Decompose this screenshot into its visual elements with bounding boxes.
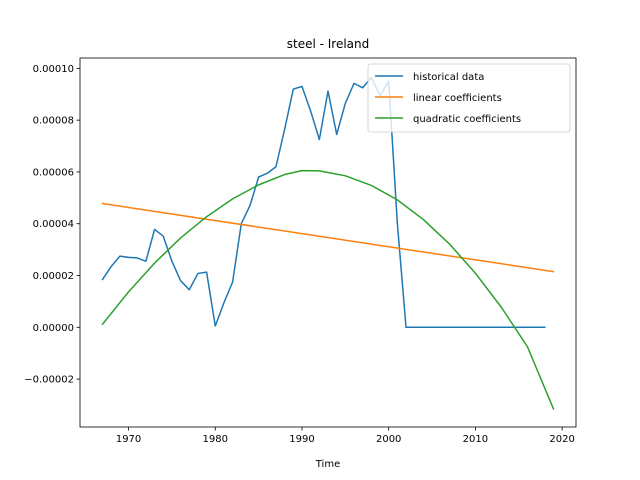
legend-label-quadratic-coefficients: quadratic coefficients bbox=[413, 114, 521, 125]
x-tick-label: 1980 bbox=[203, 434, 228, 445]
axes: 1970 1980 1990 2000 2010 2020 −0.00002 0.00000 0… bbox=[24, 57, 577, 445]
x-tick-label: 2020 bbox=[549, 434, 574, 445]
legend-label-historical-data: historical data bbox=[413, 72, 484, 83]
x-tick-label: 1970 bbox=[116, 434, 141, 445]
series-line-linear-coefficients bbox=[101, 202, 555, 273]
chart-title: steel - Ireland bbox=[287, 37, 370, 51]
y-tick-label: 0.00004 bbox=[33, 219, 74, 230]
axes-frame bbox=[79, 57, 577, 428]
series-line-quadratic-coefficients bbox=[101, 169, 555, 410]
y-tick-label: 0.00006 bbox=[33, 167, 74, 178]
y-tick-label: −0.00002 bbox=[24, 375, 74, 386]
legend-label-linear-coefficients: linear coefficients bbox=[413, 93, 502, 104]
plot-area bbox=[101, 76, 555, 410]
y-tick-label: 0.00010 bbox=[33, 64, 74, 75]
y-tick-label: 0.00000 bbox=[33, 323, 74, 334]
series-line-historical-data bbox=[101, 76, 546, 329]
legend: historical data linear coefficients quadra… bbox=[367, 63, 571, 133]
y-tick-label: 0.00002 bbox=[33, 271, 74, 282]
y-tick-label: 0.00008 bbox=[33, 116, 74, 127]
x-tick-label: 2010 bbox=[463, 434, 488, 445]
x-tick-label: 2000 bbox=[376, 434, 401, 445]
x-axis-label: Time bbox=[315, 459, 340, 470]
legend-box bbox=[367, 63, 571, 133]
x-tick-label: 1990 bbox=[289, 434, 314, 445]
